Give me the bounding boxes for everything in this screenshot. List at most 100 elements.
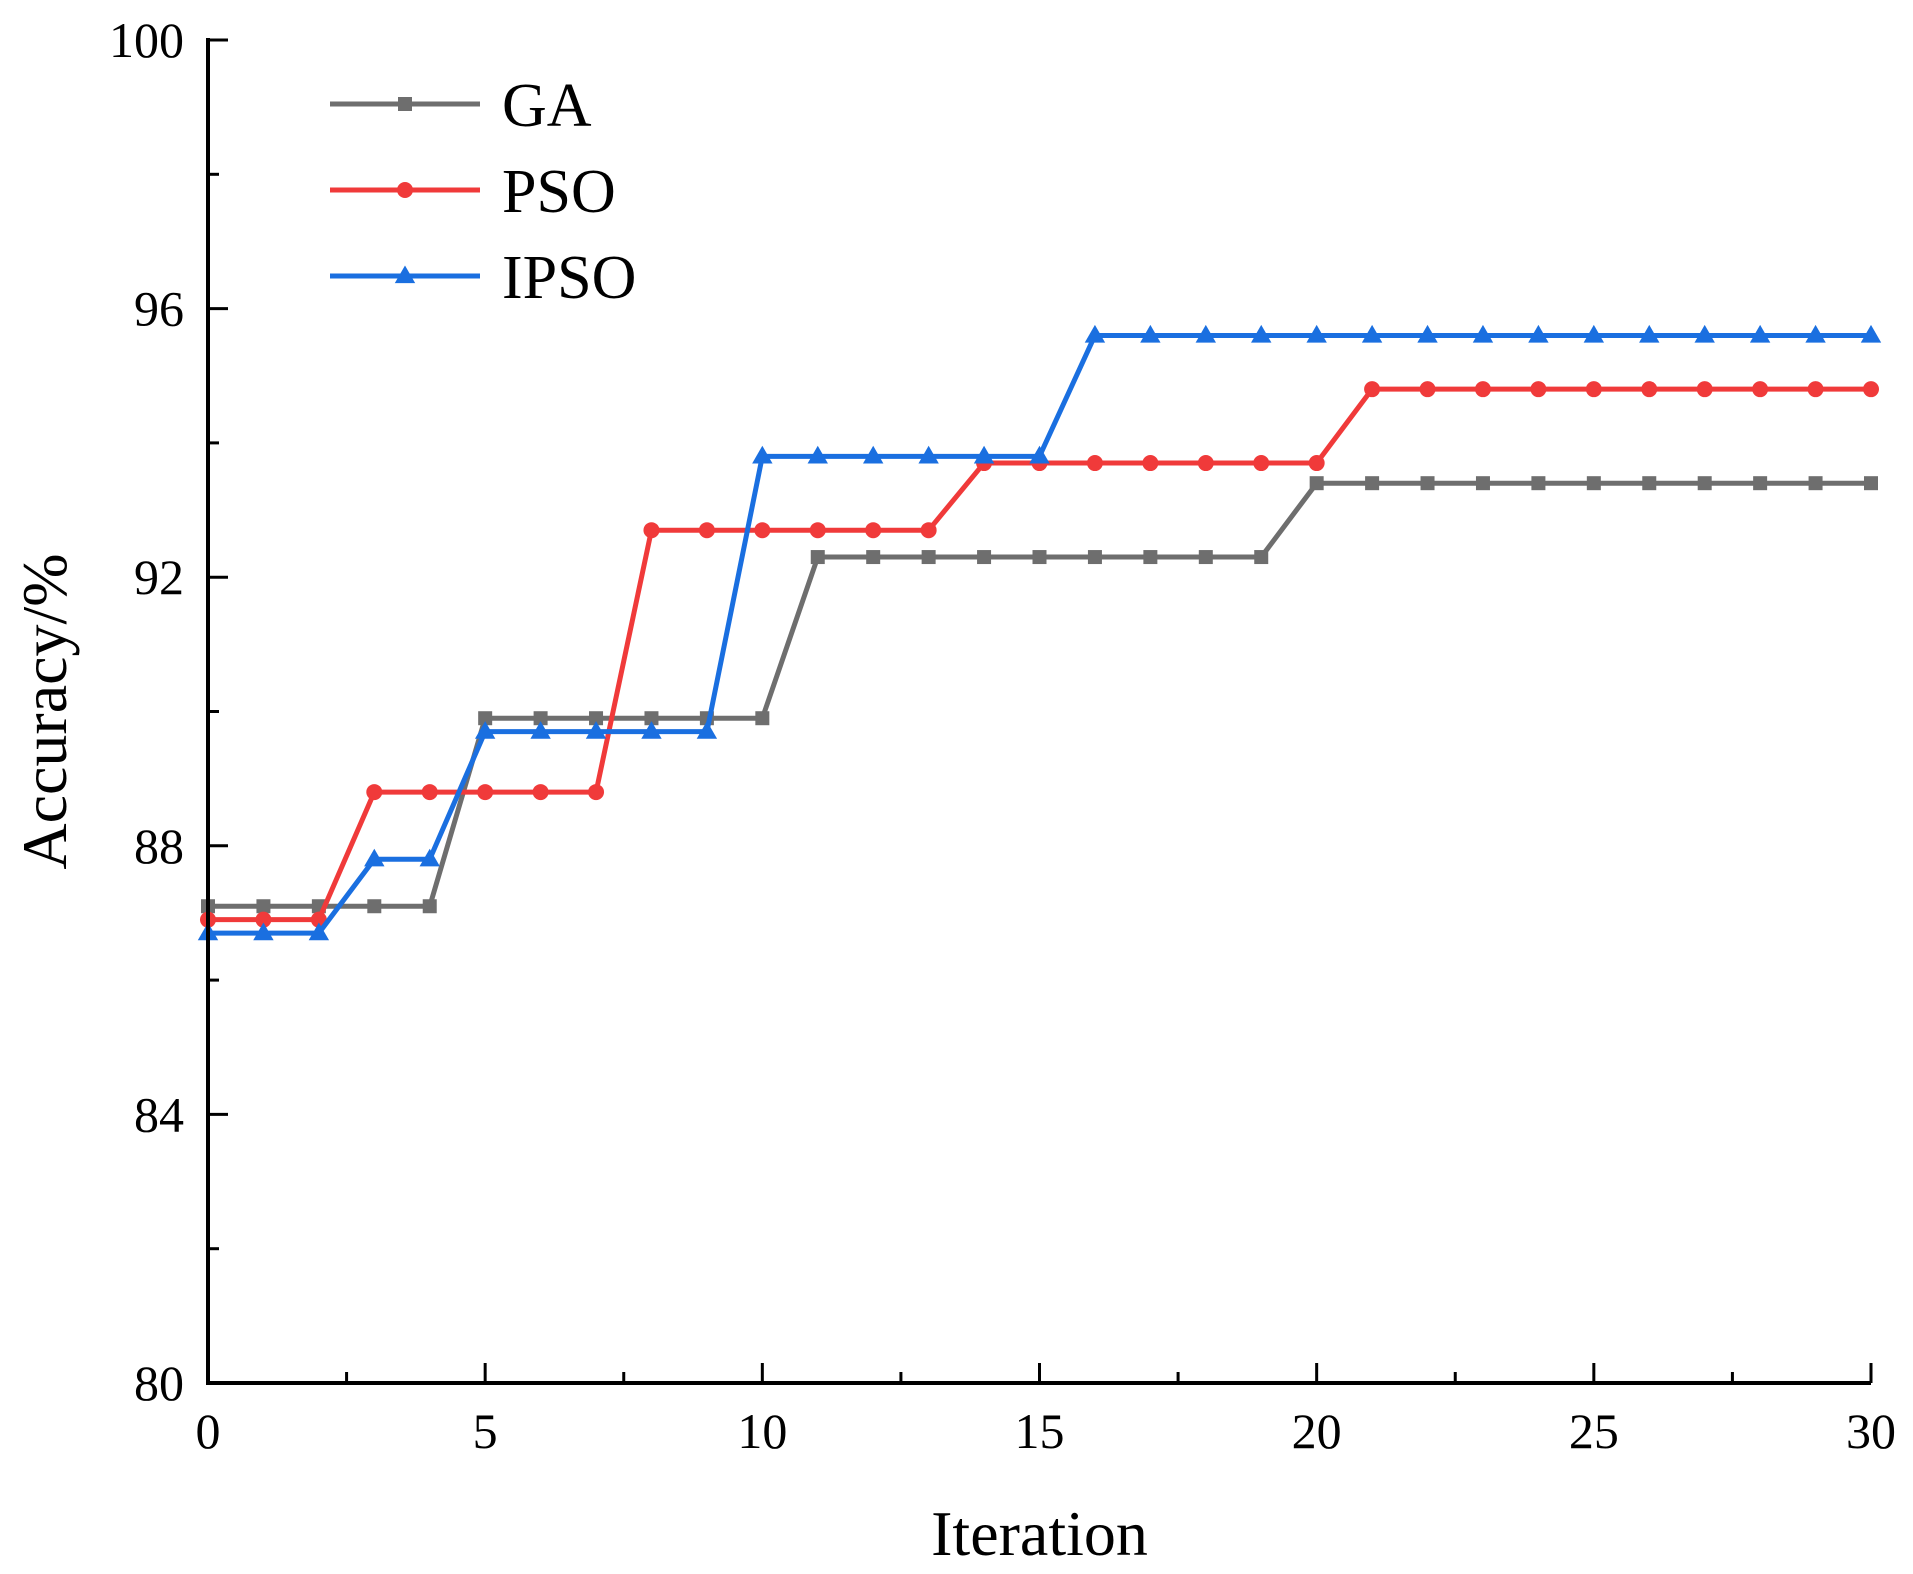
x-tick-label: 5 xyxy=(473,1403,498,1459)
data-point-ga xyxy=(1309,476,1324,491)
series-line-ga xyxy=(208,480,1871,909)
x-tick-label: 10 xyxy=(737,1403,787,1459)
x-tick-label: 30 xyxy=(1846,1403,1896,1459)
legend: GA PSO IPSO xyxy=(330,72,636,312)
x-tick-label: 20 xyxy=(1292,1403,1342,1459)
data-point-ga xyxy=(1475,476,1490,491)
data-point-pso xyxy=(1142,455,1159,472)
data-point-ipso xyxy=(1029,445,1050,464)
data-point-ipso xyxy=(1361,324,1383,343)
data-point-ga xyxy=(921,550,936,565)
data-point-ga xyxy=(1420,476,1435,491)
series-ga xyxy=(201,476,1878,914)
data-point-ipso xyxy=(474,721,496,739)
y-tick-label: 96 xyxy=(134,281,184,337)
data-point-ga xyxy=(478,711,493,726)
data-point-pso xyxy=(1253,455,1270,472)
data-point-ga xyxy=(1697,476,1712,491)
data-point-ga xyxy=(256,899,271,914)
data-point-pso xyxy=(1641,381,1658,398)
data-point-pso xyxy=(1086,455,1103,472)
data-point-pso xyxy=(1752,381,1769,398)
data-point-ipso xyxy=(1805,324,1826,343)
data-point-ipso xyxy=(1140,324,1161,343)
y-tick-label: 92 xyxy=(134,549,184,605)
legend-marker xyxy=(398,97,412,111)
legend-label: GA xyxy=(502,72,592,140)
data-point-ipso xyxy=(1306,324,1327,343)
data-point-pso xyxy=(1863,381,1879,398)
data-point-pso xyxy=(421,784,438,801)
legend-marker xyxy=(397,182,413,198)
data-point-pso xyxy=(588,784,605,801)
data-point-ipso xyxy=(1694,324,1715,343)
data-point-ipso xyxy=(696,721,718,739)
data-point-pso xyxy=(1530,381,1547,398)
data-point-pso xyxy=(754,522,771,539)
data-point-ga xyxy=(755,711,770,726)
data-point-ipso xyxy=(364,848,385,867)
legend-label: PSO xyxy=(502,158,616,226)
series-layer xyxy=(197,324,1882,941)
data-point-ipso xyxy=(1583,324,1605,343)
data-point-ipso xyxy=(1528,324,1549,343)
data-point-ga xyxy=(1198,550,1213,565)
data-point-ipso xyxy=(253,922,274,941)
legend-item-ipso: IPSO xyxy=(330,244,636,312)
data-point-ga xyxy=(422,899,437,914)
data-point-ga xyxy=(1143,550,1158,565)
data-point-ga xyxy=(810,550,825,565)
data-point-pso xyxy=(255,911,272,928)
legend-item-pso: PSO xyxy=(330,158,616,226)
data-point-ga xyxy=(1032,550,1047,565)
data-point-pso xyxy=(1474,381,1491,398)
legend-label: IPSO xyxy=(502,244,636,312)
data-point-pso xyxy=(477,784,494,801)
data-point-ipso xyxy=(1417,324,1438,343)
data-point-pso xyxy=(1419,381,1436,398)
data-point-ipso xyxy=(308,922,330,941)
legend-marker xyxy=(394,265,416,284)
data-point-ipso xyxy=(752,445,773,464)
data-point-ipso xyxy=(1749,324,1771,343)
data-point-pso xyxy=(1308,455,1325,472)
data-point-ipso xyxy=(918,445,939,464)
data-point-ga xyxy=(1642,476,1657,491)
data-point-ipso xyxy=(807,445,828,464)
data-point-pso xyxy=(532,784,549,801)
x-axis-title: Iteration xyxy=(931,1498,1148,1569)
y-axis-title: Accuracy/% xyxy=(9,553,80,869)
data-point-ga xyxy=(644,711,659,726)
x-tick-label: 15 xyxy=(1015,1403,1065,1459)
data-point-ga xyxy=(589,711,604,726)
data-point-ipso xyxy=(585,721,607,739)
data-point-ga xyxy=(1864,476,1878,491)
data-point-pso xyxy=(1696,381,1713,398)
data-point-pso xyxy=(1364,381,1381,398)
data-point-ga xyxy=(1586,476,1601,491)
data-point-ga xyxy=(977,550,992,565)
data-point-ipso xyxy=(641,721,662,739)
data-point-ga xyxy=(1087,550,1102,565)
data-point-ga xyxy=(1753,476,1768,491)
y-tick-label: 88 xyxy=(134,818,184,874)
data-point-ipso xyxy=(1084,324,1106,343)
legend-item-ga: GA xyxy=(330,72,592,140)
y-tick-label: 80 xyxy=(134,1355,184,1411)
series-ipso xyxy=(197,324,1882,941)
data-point-pso xyxy=(1585,381,1602,398)
series-line-ipso xyxy=(208,332,1871,936)
data-point-ipso xyxy=(1472,324,1494,343)
y-tick-label: 84 xyxy=(134,1086,184,1142)
data-point-ga xyxy=(866,550,881,565)
data-point-ga xyxy=(1808,476,1823,491)
data-point-pso xyxy=(643,522,660,539)
data-point-ipso xyxy=(530,721,551,739)
x-tick-label: 25 xyxy=(1569,1403,1619,1459)
data-point-ipso xyxy=(1860,324,1882,343)
data-point-ga xyxy=(1254,550,1269,565)
data-point-ga xyxy=(367,899,382,914)
x-tick-label: 0 xyxy=(196,1403,221,1459)
data-point-pso xyxy=(920,522,937,539)
